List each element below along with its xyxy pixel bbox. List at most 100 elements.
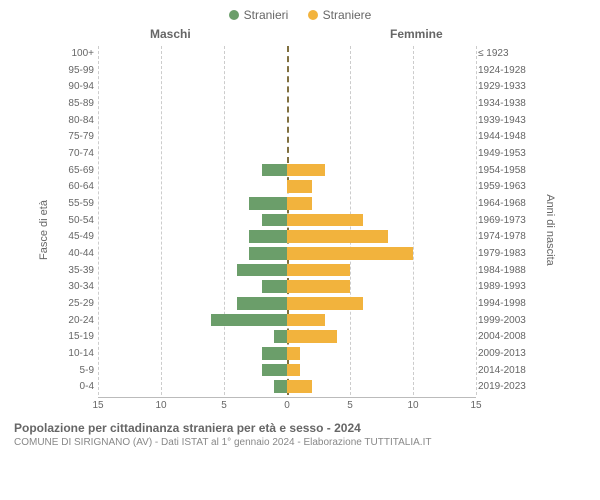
birth-year-label: 1934-1938 — [478, 98, 530, 109]
birth-year-label: 2019-2023 — [478, 381, 530, 392]
age-label: 50-54 — [58, 215, 94, 226]
birth-year-label: 1974-1978 — [478, 231, 530, 242]
age-row: 65-69 1954-1958 — [58, 162, 530, 179]
legend: Stranieri Straniere — [10, 8, 590, 23]
age-label: 55-59 — [58, 198, 94, 209]
age-label: 15-19 — [58, 331, 94, 342]
x-tick-label: 10 — [155, 400, 166, 411]
birth-year-label: 1929-1933 — [478, 81, 530, 92]
legend-swatch-male — [229, 10, 239, 20]
age-row: 5-9 2014-2018 — [58, 362, 530, 379]
birth-year-label: 1949-1953 — [478, 148, 530, 159]
age-row: 70-74 1949-1953 — [58, 145, 530, 162]
x-tick-label: 0 — [284, 400, 290, 411]
bar-male — [274, 380, 287, 393]
legend-item-male: Stranieri — [229, 8, 289, 22]
bar-male — [249, 230, 287, 243]
caption-subtitle: COMUNE DI SIRIGNANO (AV) - Dati ISTAT al… — [14, 437, 590, 448]
bar-track — [98, 230, 476, 243]
bar-female — [287, 297, 363, 310]
age-label: 35-39 — [58, 265, 94, 276]
age-label: 5-9 — [58, 365, 94, 376]
age-row: 0-4 2019-2023 — [58, 378, 530, 395]
birth-year-label: 1964-1968 — [478, 198, 530, 209]
bar-track — [98, 164, 476, 177]
age-label: 80-84 — [58, 115, 94, 126]
bar-female — [287, 264, 350, 277]
age-row: 85-891934-1938 — [58, 95, 530, 112]
age-row: 25-291994-1998 — [58, 295, 530, 312]
birth-year-label: 2014-2018 — [478, 365, 530, 376]
age-row: 30-34 1989-1993 — [58, 278, 530, 295]
bar-track — [98, 180, 476, 193]
bar-track — [98, 347, 476, 360]
bar-track — [98, 330, 476, 343]
age-row: 95-991924-1928 — [58, 62, 530, 79]
age-label: 45-49 — [58, 231, 94, 242]
bar-female — [287, 380, 312, 393]
age-label: 0-4 — [58, 381, 94, 392]
bar-female — [287, 164, 325, 177]
bar-male — [237, 297, 287, 310]
legend-item-female: Straniere — [308, 8, 372, 22]
bar-track — [98, 47, 476, 60]
x-tick-label: 5 — [347, 400, 353, 411]
caption: Popolazione per cittadinanza straniera p… — [10, 421, 590, 448]
legend-label-male: Stranieri — [244, 8, 289, 22]
age-label: 70-74 — [58, 148, 94, 159]
age-label: 40-44 — [58, 248, 94, 259]
bar-female — [287, 364, 300, 377]
age-row: 10-142009-2013 — [58, 345, 530, 362]
bar-male — [262, 214, 287, 227]
bar-male — [262, 347, 287, 360]
age-row: 35-391984-1988 — [58, 262, 530, 279]
age-row: 80-841939-1943 — [58, 112, 530, 129]
bar-track — [98, 280, 476, 293]
age-label: 65-69 — [58, 165, 94, 176]
bar-female — [287, 247, 413, 260]
birth-year-label: 1969-1973 — [478, 215, 530, 226]
x-tick-label: 15 — [470, 400, 481, 411]
legend-swatch-female — [308, 10, 318, 20]
bar-track — [98, 297, 476, 310]
y-left-axis-title: Fasce di età — [38, 200, 50, 260]
bar-track — [98, 130, 476, 143]
bar-female — [287, 197, 312, 210]
birth-year-label: ≤ 1923 — [478, 48, 530, 59]
rows-container: 100+ ≤ 1923 95-991924-1928 90-94 1929-1933 85… — [58, 45, 530, 395]
age-row: 15-19 2004-2008 — [58, 328, 530, 345]
x-tick-label: 10 — [407, 400, 418, 411]
header-female: Femmine — [390, 27, 443, 41]
birth-year-label: 2004-2008 — [478, 331, 530, 342]
age-row: 45-49 1974-1978 — [58, 228, 530, 245]
bar-female — [287, 330, 337, 343]
birth-year-label: 1979-1983 — [478, 248, 530, 259]
bar-track — [98, 214, 476, 227]
bar-track — [98, 197, 476, 210]
birth-year-label: 1944-1948 — [478, 131, 530, 142]
column-headers: Maschi Femmine — [10, 27, 590, 45]
age-row: 90-94 1929-1933 — [58, 78, 530, 95]
age-row: 60-641959-1963 — [58, 178, 530, 195]
plot-area: Fasce di età Anni di nascita 100+≤ 19239… — [58, 45, 530, 415]
age-row: 75-79 1944-1948 — [58, 128, 530, 145]
age-label: 90-94 — [58, 81, 94, 92]
age-label: 75-79 — [58, 131, 94, 142]
age-label: 20-24 — [58, 315, 94, 326]
bar-track — [98, 147, 476, 160]
age-label: 100+ — [58, 48, 94, 59]
y-right-axis-title: Anni di nascita — [544, 194, 556, 266]
bar-male — [274, 330, 287, 343]
birth-year-label: 1959-1963 — [478, 181, 530, 192]
bar-track — [98, 364, 476, 377]
bar-female — [287, 214, 363, 227]
bar-male — [262, 364, 287, 377]
bar-female — [287, 180, 312, 193]
age-row: 50-54 1969-1973 — [58, 212, 530, 229]
legend-label-female: Straniere — [323, 8, 372, 22]
age-label: 30-34 — [58, 281, 94, 292]
bar-track — [98, 380, 476, 393]
caption-title: Popolazione per cittadinanza straniera p… — [14, 421, 590, 435]
birth-year-label: 1954-1958 — [478, 165, 530, 176]
birth-year-label: 1989-1993 — [478, 281, 530, 292]
